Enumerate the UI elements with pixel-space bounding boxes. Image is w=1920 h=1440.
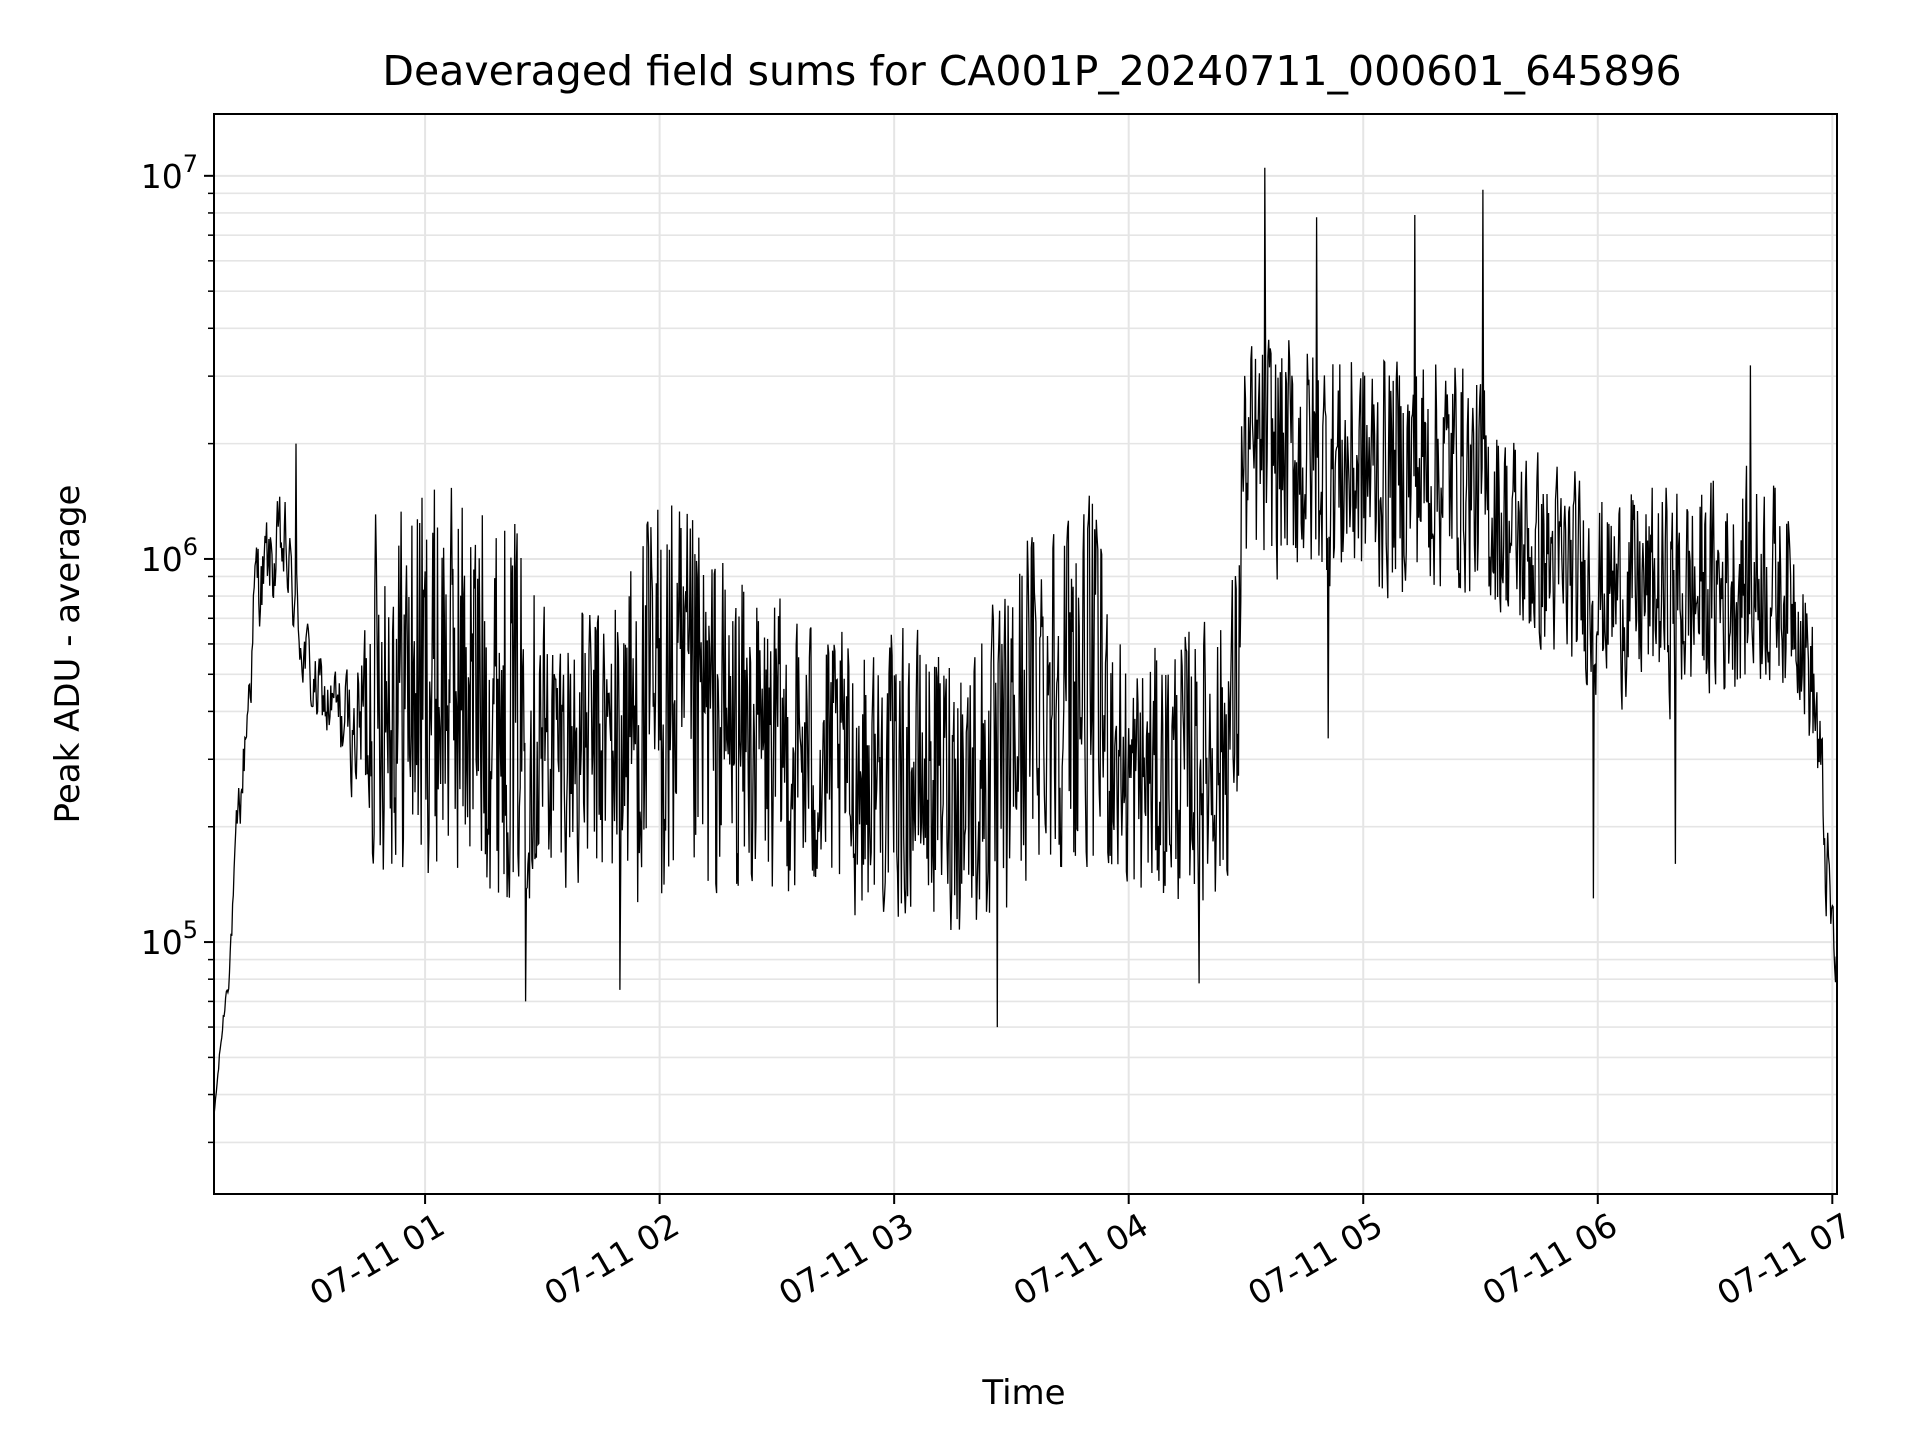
y-tick-label: 106 — [141, 533, 198, 579]
x-tick-label: 07-11 07 — [1710, 1205, 1858, 1313]
x-tick-label: 07-11 03 — [772, 1205, 920, 1313]
x-tick-label: 07-11 01 — [303, 1205, 451, 1313]
x-tick-label: 07-11 04 — [1007, 1205, 1155, 1313]
y-tick-label: 107 — [141, 150, 198, 196]
plot-area — [213, 167, 1838, 1116]
x-axis: 07-11 01 07-11 02 07-11 03 07-11 04 07-11 05… — [303, 1194, 1858, 1313]
series-line — [213, 167, 1838, 1116]
x-axis-label: Time — [981, 1373, 1065, 1413]
chart-title: Deaveraged field sums for CA001P_2024071… — [382, 47, 1681, 95]
x-tick-label: 07-11 02 — [538, 1205, 686, 1313]
y-axis-label: Peak ADU - average — [48, 485, 88, 824]
y-axis: 105 106 107 — [141, 150, 214, 1144]
y-tick-label: 105 — [141, 916, 198, 962]
x-tick-label: 07-11 05 — [1241, 1205, 1389, 1313]
x-tick-label: 07-11 06 — [1476, 1205, 1624, 1313]
plot-frame — [213, 113, 1838, 1195]
